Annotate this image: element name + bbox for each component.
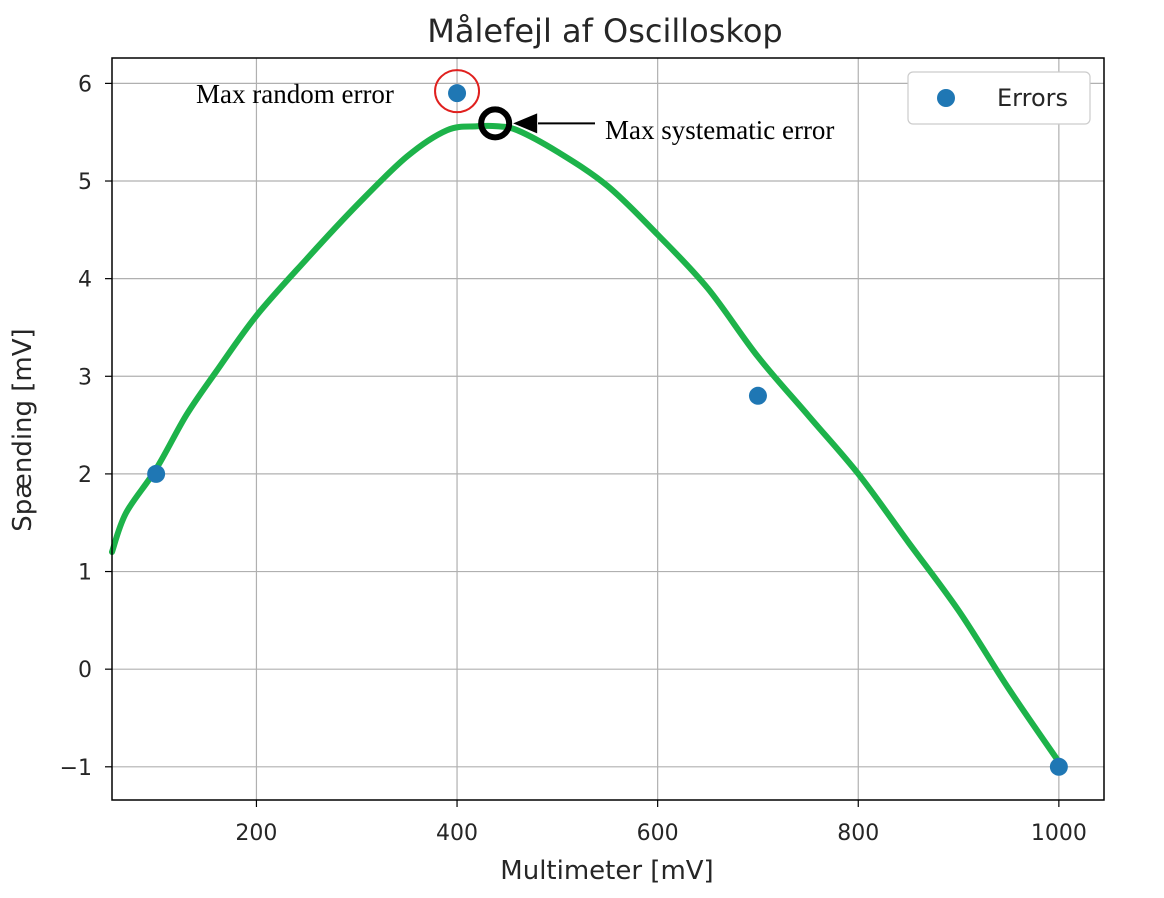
data-point-errors-3: [1049, 757, 1068, 776]
x-axis-label: Multimeter [mV]: [500, 856, 713, 886]
y-tick-label-3: 3: [78, 365, 92, 390]
data-point-errors-2: [748, 386, 767, 405]
x-tick-label-1000: 1000: [1031, 821, 1087, 846]
legend-box: [907, 71, 1091, 125]
trend-curve: [109, 122, 1062, 765]
annotation-max-systematic-error: Max systematic error: [605, 115, 834, 145]
x-tick-label-200: 200: [235, 821, 277, 846]
plot-frame: [111, 57, 1105, 801]
curve-layer: [109, 122, 1062, 765]
y-tick-label--1: −1: [60, 756, 92, 781]
x-tick-label-800: 800: [837, 821, 879, 846]
x-axis-ticks: 200 400 600 800 1000: [235, 800, 1087, 846]
y-tick-label-5: 5: [78, 170, 92, 195]
x-tick-label-600: 600: [637, 821, 679, 846]
y-axis-label: Spænding [mV]: [8, 328, 38, 531]
y-tick-label-1: 1: [78, 561, 92, 586]
data-point-errors-0: [147, 464, 166, 483]
annotations: Max random error Max systematic error: [196, 69, 834, 145]
max-systematic-error-circle: [478, 106, 513, 141]
legend: Errors: [907, 71, 1091, 125]
y-tick-label-6: 6: [78, 72, 92, 97]
y-axis-ticks: −1 0 1 2 3 4 5 6: [60, 72, 112, 781]
legend-marker-errors: [937, 89, 955, 107]
chart-title: Målefejl af Oscilloskop: [427, 12, 782, 50]
y-tick-label-4: 4: [78, 268, 92, 293]
data-point-errors-1: [448, 84, 467, 103]
y-tick-label-2: 2: [78, 463, 92, 488]
annotation-max-random-error: Max random error: [196, 79, 394, 109]
y-tick-label-0: 0: [78, 658, 92, 683]
x-tick-label-400: 400: [436, 821, 478, 846]
legend-label-errors: Errors: [997, 84, 1068, 112]
points-layer: [147, 84, 1068, 776]
max-systematic-error-arrow-head: [513, 113, 538, 134]
max-random-error-circle: [434, 69, 481, 114]
